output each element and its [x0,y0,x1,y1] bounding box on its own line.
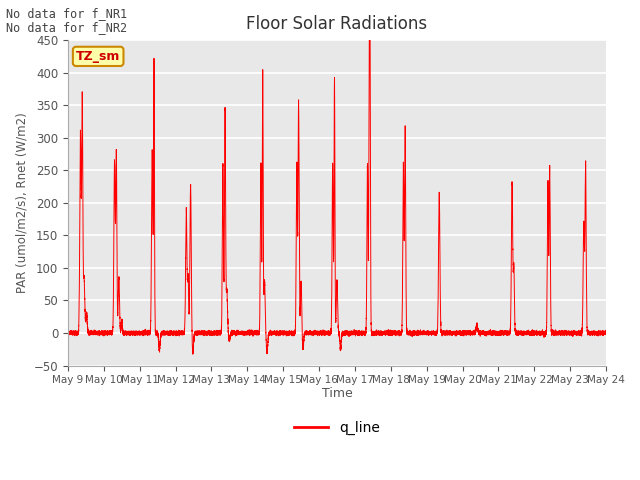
Text: TZ_sm: TZ_sm [76,50,120,63]
Legend: q_line: q_line [288,415,386,440]
Title: Floor Solar Radiations: Floor Solar Radiations [246,15,428,33]
Text: No data for f_NR1: No data for f_NR1 [6,7,127,20]
Text: No data for f_NR2: No data for f_NR2 [6,21,127,34]
Y-axis label: PAR (umol/m2/s), Rnet (W/m2): PAR (umol/m2/s), Rnet (W/m2) [15,112,28,293]
X-axis label: Time: Time [322,387,353,400]
